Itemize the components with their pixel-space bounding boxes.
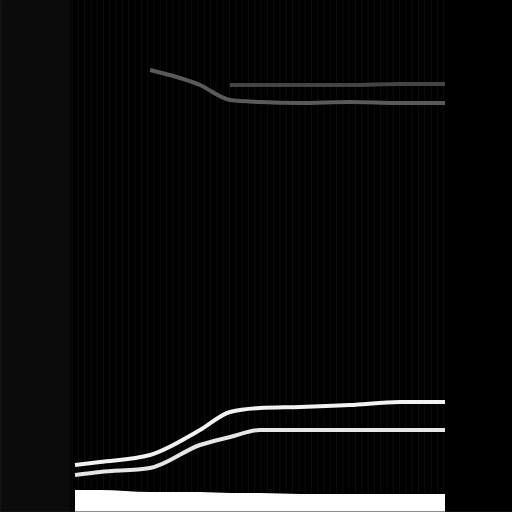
striation [286,0,287,512]
striation [267,0,268,512]
striation [330,0,331,512]
striation [72,0,73,512]
noise-region [0,0,70,512]
striation [317,0,318,512]
striation [210,0,211,512]
striation [405,0,406,512]
line [230,84,445,85]
y-axis [1,1,2,512]
striation [97,0,98,512]
striation [122,0,123,512]
striation [166,0,167,512]
line [150,70,445,103]
striation [90,0,91,512]
striation [305,0,306,512]
striation [342,0,343,512]
striation [216,0,217,512]
striation [431,0,432,512]
striation [153,0,154,512]
striation [380,0,381,512]
striation [424,0,425,512]
striation [393,0,394,512]
striation [399,0,400,512]
striation [437,0,438,512]
striation [324,0,325,512]
striation [387,0,388,512]
striation [109,0,110,512]
striation [254,0,255,512]
striation [248,0,249,512]
striation [412,0,413,512]
axis-line [1,1,2,512]
striation [292,0,293,512]
striation [78,0,79,512]
striation [116,0,117,512]
striation [298,0,299,512]
striation [311,0,312,512]
striation [223,0,224,512]
striation [128,0,129,512]
striation [418,0,419,512]
striation [147,0,148,512]
striation [273,0,274,512]
striation [443,0,444,512]
striation [135,0,136,512]
striation [198,0,199,512]
striation [160,0,161,512]
striation [141,0,142,512]
striation [374,0,375,512]
striation [185,0,186,512]
line [75,402,445,465]
striation [361,0,362,512]
line [75,430,445,475]
striation [368,0,369,512]
plot-area [72,0,445,512]
striation [261,0,262,512]
striation [279,0,280,512]
chart [0,0,512,512]
striation [103,0,104,512]
striation [355,0,356,512]
striation [336,0,337,512]
area [75,490,445,512]
striation [84,0,85,512]
background [0,0,512,512]
striation [349,0,350,512]
striation [204,0,205,512]
